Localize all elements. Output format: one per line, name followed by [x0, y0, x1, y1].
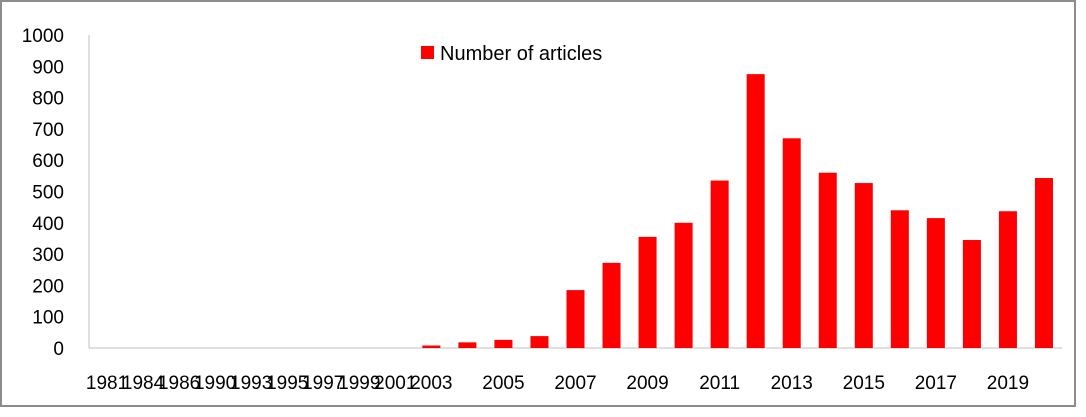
y-tick-label: 800: [32, 89, 64, 110]
x-tick-label: 1999: [338, 373, 380, 394]
bar-2016: [890, 210, 909, 348]
x-tick-label: 2007: [554, 373, 596, 394]
bar-2017: [926, 218, 945, 348]
x-tick-label: 1993: [230, 373, 272, 394]
y-tick-label: 1000: [22, 26, 64, 47]
bar-2020: [1034, 178, 1053, 348]
y-tick-label: 100: [32, 308, 64, 329]
y-tick-label: 0: [53, 339, 64, 360]
bar-2008: [602, 262, 621, 348]
x-tick-label: 1984: [122, 373, 165, 394]
x-tick-label: 1990: [194, 373, 236, 394]
bar-2004: [458, 342, 477, 348]
bar-2012: [746, 74, 765, 348]
bar-2019: [998, 211, 1017, 348]
y-tick-label: 200: [32, 276, 64, 297]
x-tick-label: 2003: [410, 373, 452, 394]
bar-2015: [854, 183, 873, 348]
legend-swatch: [421, 46, 434, 59]
y-tick-label: 900: [32, 57, 64, 78]
legend: Number of articles: [421, 43, 602, 65]
x-tick-label: 2017: [915, 373, 957, 394]
x-tick-label: 2001: [374, 373, 416, 394]
x-tick-label: 2011: [699, 373, 740, 394]
x-tick-label: 1995: [266, 373, 308, 394]
x-tick-label: 2009: [626, 373, 668, 394]
y-tick-label: 600: [32, 151, 64, 172]
x-tick-label: 2005: [482, 373, 524, 394]
bar-2011: [710, 180, 729, 348]
y-tick-label: 500: [32, 183, 64, 204]
y-tick-label: 700: [32, 120, 64, 141]
x-tick-label: 2015: [843, 373, 885, 394]
bar-2013: [782, 138, 801, 348]
bar-2007: [566, 290, 585, 348]
y-axis: 0 100 200 300 400 500 600 700 800 900 1000: [22, 26, 90, 360]
bar-2014: [818, 172, 837, 348]
x-tick-label: 1981: [86, 373, 128, 394]
bar-2003: [422, 345, 441, 348]
y-tick-label: 300: [32, 245, 64, 266]
x-tick-label: 1986: [158, 373, 200, 394]
bar-2010: [674, 222, 693, 348]
y-tick-label: 400: [32, 214, 64, 235]
bar-2018: [962, 240, 981, 348]
bar-2009: [638, 236, 657, 348]
x-tick-label: 2019: [987, 373, 1029, 394]
x-tick-label: 1997: [302, 373, 344, 394]
bar-2005: [494, 339, 513, 348]
legend-label: Number of articles: [440, 43, 602, 65]
bars: [422, 74, 1053, 348]
x-axis: 1981198419861990199319951997199920012003…: [86, 347, 1062, 394]
x-tick-label: 2013: [771, 373, 813, 394]
bar-2006: [530, 336, 549, 348]
